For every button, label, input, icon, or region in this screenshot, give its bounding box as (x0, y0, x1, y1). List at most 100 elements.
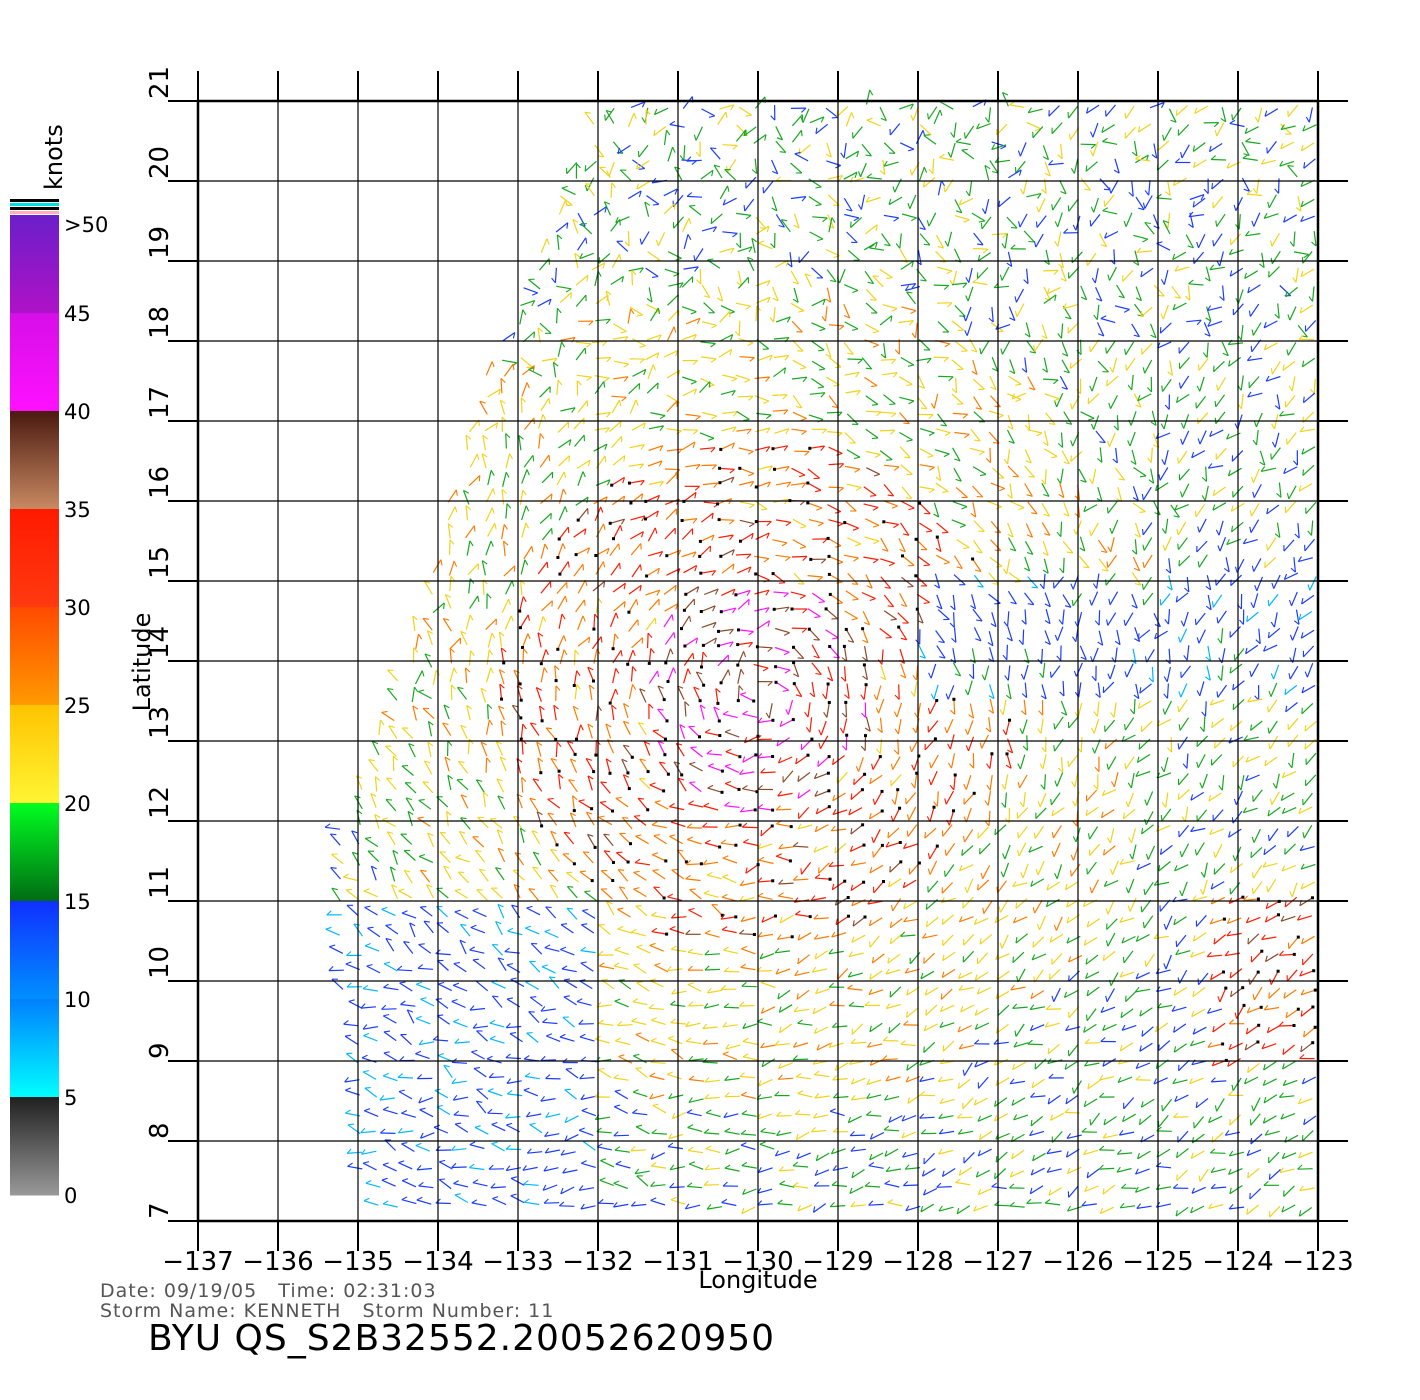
wind-vector-barb (1232, 683, 1235, 691)
rain-flag-dot (752, 933, 756, 936)
wind-vector (815, 123, 829, 135)
wind-vector (1103, 845, 1116, 856)
wind-vector (1092, 122, 1099, 138)
wind-vector-barb (420, 869, 427, 872)
wind-vector (900, 356, 915, 366)
wind-vector (532, 778, 543, 792)
wind-vector-barb (1036, 432, 1043, 437)
wind-vector-barb (1283, 467, 1287, 474)
wind-vector (460, 631, 468, 646)
wind-vector (606, 901, 615, 916)
wind-vector-barb (1009, 548, 1016, 552)
wind-vector-barb (505, 433, 511, 439)
rain-flag-dot (774, 680, 778, 684)
wind-vector (654, 107, 669, 116)
wind-vector-barb (537, 632, 544, 637)
wind-vector-barb (1249, 510, 1252, 517)
wind-vector-barb (566, 222, 569, 229)
wind-vector (648, 445, 663, 452)
wind-vector (735, 553, 751, 556)
wind-vector-barb (536, 687, 542, 691)
wind-vector (847, 249, 860, 261)
wind-vector (664, 632, 675, 645)
wind-vector-barb (1191, 451, 1195, 458)
wind-vector (521, 382, 528, 397)
wind-vector (955, 377, 958, 393)
wind-vector (1267, 806, 1281, 817)
wind-vector-barb (978, 451, 985, 456)
rain-flag-dot (807, 627, 811, 631)
wind-vector (997, 880, 1007, 894)
wind-vector-barb (1140, 906, 1143, 913)
wind-vector-barb (580, 961, 587, 964)
wind-vector (1046, 881, 1061, 891)
wind-vector-barb (460, 724, 467, 729)
wind-vector-barb (418, 689, 425, 693)
wind-vector-barb (465, 667, 471, 673)
wind-vector (1043, 448, 1058, 458)
wind-vector (629, 479, 645, 484)
wind-vector-barb (867, 281, 874, 285)
wind-vector (1060, 521, 1063, 537)
wind-vector (558, 200, 566, 215)
wind-vector-barb (800, 525, 807, 529)
wind-vector (1096, 701, 1100, 717)
wind-vector (973, 396, 983, 410)
wind-vector (403, 850, 416, 861)
wind-vector (1261, 936, 1277, 941)
wind-vector-barb (911, 764, 915, 771)
wind-vector (827, 431, 843, 434)
wind-vector-barb (1111, 657, 1116, 663)
wind-vector-barb (711, 570, 717, 576)
wind-vector-barb (817, 238, 824, 242)
wind-vector-barb (999, 274, 1003, 281)
wind-vector-barb (639, 345, 646, 348)
wind-vector (598, 252, 611, 264)
wind-vector (1027, 414, 1031, 430)
wind-vector (631, 931, 646, 937)
wind-vector-barb (1000, 871, 1004, 878)
wind-vector-barb (1033, 345, 1036, 352)
rain-flag-dot (521, 646, 524, 649)
wind-vector-barb (1128, 191, 1134, 197)
rain-flag-dot (846, 896, 850, 899)
wind-vector (1159, 322, 1172, 334)
wind-vector (792, 539, 807, 548)
wind-vector (1213, 360, 1225, 373)
wind-vector-barb (813, 846, 817, 853)
wind-vector-barb (1265, 375, 1270, 382)
wind-vector (653, 126, 667, 137)
wind-vector-barb (1089, 345, 1091, 352)
wind-vector-barb (850, 828, 853, 835)
wind-vector-barb (1096, 298, 1103, 302)
wind-vector-barb (1106, 507, 1109, 514)
wind-vector-barb (1058, 493, 1065, 498)
wind-vector (737, 246, 753, 252)
wind-vector (879, 315, 893, 326)
wind-vector-barb (1011, 393, 1016, 400)
wind-vector-barb (906, 291, 913, 294)
wind-vector (1281, 864, 1297, 872)
wind-vector-barb (1166, 586, 1173, 591)
wind-vector (1240, 775, 1245, 791)
wind-vector-barb (828, 861, 834, 867)
wind-vector-barb (838, 487, 844, 493)
wind-vector-barb (1103, 880, 1108, 887)
wind-vector (1221, 341, 1229, 356)
wind-vector-barb (817, 386, 824, 389)
wind-vector-barb (836, 452, 843, 456)
wind-vector (1264, 756, 1278, 767)
wind-vector-barb (1227, 469, 1231, 476)
wind-vector (826, 269, 837, 283)
wind-vector (873, 881, 884, 894)
wind-vector-barb (653, 108, 658, 115)
wind-vector-barb (797, 657, 804, 659)
wind-vector-barb (390, 866, 396, 871)
wind-vector (866, 467, 880, 475)
wind-vector (773, 591, 789, 594)
wind-vector (465, 614, 471, 630)
wind-vector-barb (995, 506, 1002, 510)
wind-vector (540, 667, 545, 683)
wind-vector (900, 934, 916, 937)
wind-vector-barb (633, 963, 640, 966)
